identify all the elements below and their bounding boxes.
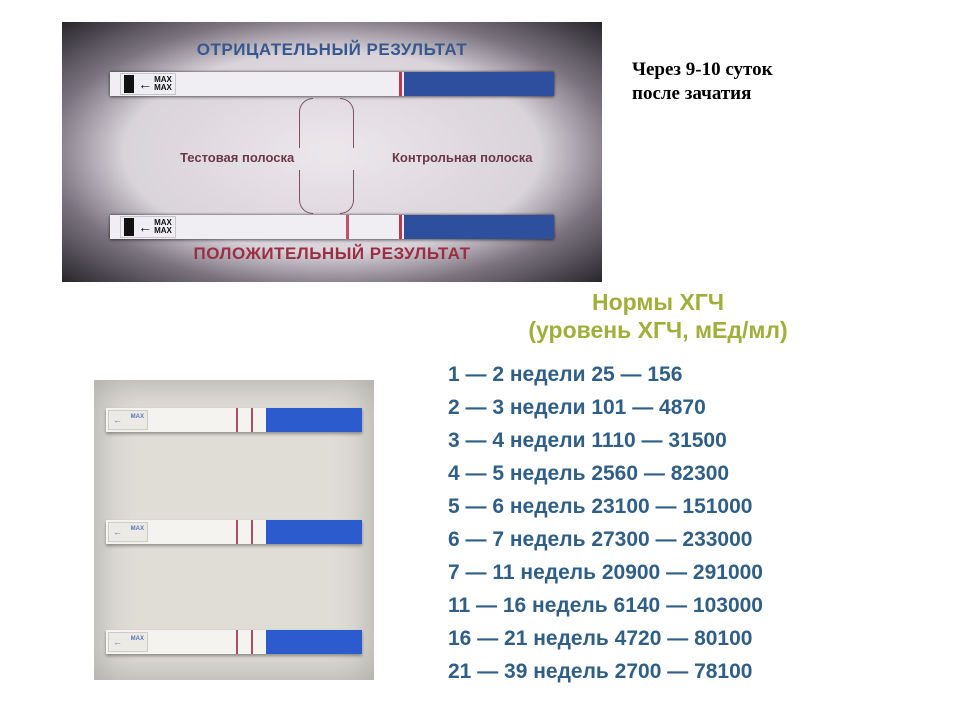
strip-cap — [404, 215, 554, 239]
test-strip-negative: ← MAXMAX — [110, 72, 554, 96]
hcg-row: 21 — 39 недель 2700 — 78100 — [448, 655, 868, 688]
strip-cap — [266, 630, 362, 654]
connector — [340, 170, 354, 214]
page-caption: Через 9-10 суток после зачатия — [632, 58, 773, 106]
hcg-title-line1: Нормы ХГЧ — [592, 289, 724, 315]
hcg-rows: 1 — 2 недели 25 — 1562 — 3 недели 101 — … — [448, 358, 868, 688]
control-strip-label: Контрольная полоска — [392, 150, 532, 165]
connector — [299, 98, 313, 148]
negative-result-title: ОТРИЦАТЕЛЬНЫЙ РЕЗУЛЬТАТ — [62, 40, 602, 60]
hcg-row: 7 — 11 недель 20900 — 291000 — [448, 556, 868, 589]
test-line — [346, 215, 349, 239]
hcg-row: 6 — 7 недель 27300 — 233000 — [448, 523, 868, 556]
test-strips-photo: ←MAX ←MAX ←MAX — [94, 380, 374, 680]
strip-cap — [266, 520, 362, 544]
photo-strip: ←MAX — [106, 630, 362, 654]
max-marker: ←MAX — [108, 522, 148, 542]
photo-strip: ←MAX — [106, 520, 362, 544]
connector — [299, 170, 313, 214]
hcg-row: 5 — 6 недель 23100 — 151000 — [448, 490, 868, 523]
positive-result-title: ПОЛОЖИТЕЛЬНЫЙ РЕЗУЛЬТАТ — [62, 244, 602, 264]
hcg-row: 2 — 3 недели 101 — 4870 — [448, 391, 868, 424]
hcg-title: Нормы ХГЧ (уровень ХГЧ, мЕд/мл) — [448, 288, 868, 344]
test-line — [236, 630, 238, 654]
test-strip-label: Тестовая полоска — [180, 150, 294, 165]
control-line — [251, 630, 253, 654]
max-marker: ←MAX — [108, 410, 148, 430]
control-line — [399, 215, 402, 239]
hcg-row: 1 — 2 недели 25 — 156 — [448, 358, 868, 391]
max-marker: ←MAX — [108, 632, 148, 652]
hcg-title-line2: (уровень ХГЧ, мЕд/мл) — [528, 317, 787, 343]
hcg-row: 3 — 4 недели 1110 — 31500 — [448, 424, 868, 457]
control-line — [251, 520, 253, 544]
connector — [340, 98, 354, 148]
max-marker: ← MAXMAX — [120, 216, 176, 238]
control-line — [399, 72, 402, 96]
hcg-row: 4 — 5 недель 2560 — 82300 — [448, 457, 868, 490]
hcg-row: 16 — 21 недель 4720 — 80100 — [448, 622, 868, 655]
test-strip-diagram: ОТРИЦАТЕЛЬНЫЙ РЕЗУЛЬТАТ ← MAXMAX Тестова… — [62, 22, 602, 282]
control-line — [251, 408, 253, 432]
test-line — [236, 520, 238, 544]
hcg-row: 11 — 16 недель 6140 — 103000 — [448, 589, 868, 622]
test-line — [236, 408, 238, 432]
photo-strip: ←MAX — [106, 408, 362, 432]
hcg-norms: Нормы ХГЧ (уровень ХГЧ, мЕд/мл) 1 — 2 не… — [448, 288, 868, 688]
strip-cap — [404, 72, 554, 96]
max-marker: ← MAXMAX — [120, 73, 176, 95]
test-strip-positive: ← MAXMAX — [110, 215, 554, 239]
strip-cap — [266, 408, 362, 432]
